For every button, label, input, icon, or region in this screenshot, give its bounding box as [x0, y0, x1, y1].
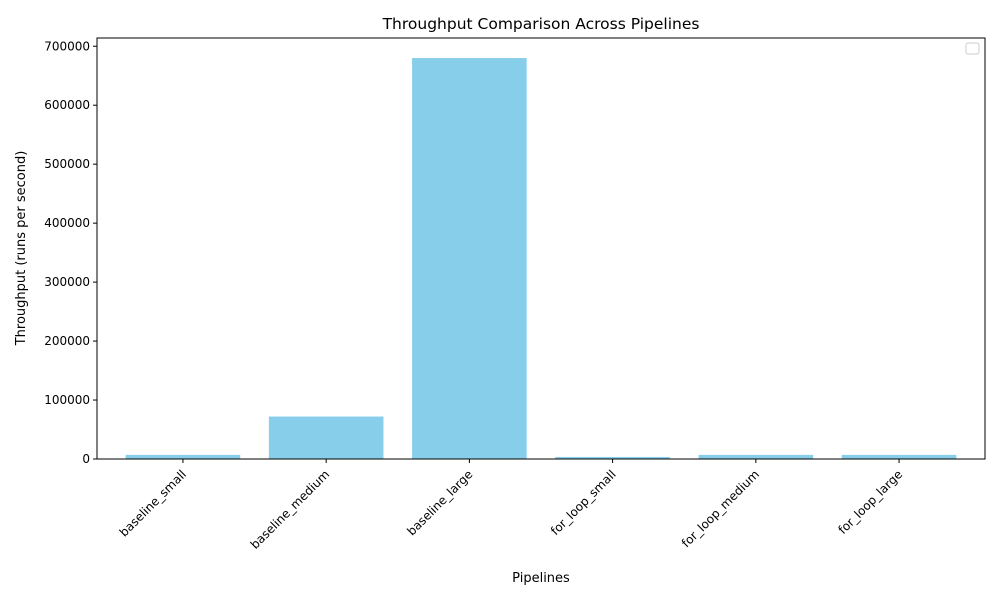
bar-for-loop-small — [555, 456, 670, 459]
bar-baseline-medium — [268, 416, 384, 459]
y-tick-label: 200000 — [44, 334, 90, 348]
bar-baseline-large — [412, 58, 527, 460]
y-tick-label: 0 — [82, 452, 90, 466]
legend-box — [965, 42, 980, 55]
x-tick-label: for_loop_medium — [679, 467, 762, 550]
bar-for-loop-medium — [698, 454, 814, 459]
y-tick-label: 600000 — [44, 98, 90, 112]
y-tick-label: 400000 — [44, 216, 90, 230]
x-tick-label: baseline_small — [117, 467, 189, 539]
x-tick-label: for_loop_small — [548, 467, 619, 538]
y-tick-label: 300000 — [44, 275, 90, 289]
plot-frame — [96, 37, 986, 460]
y-tick-label: 100000 — [44, 393, 90, 407]
x-axis: baseline_small baseline_medium baseline_la… — [117, 459, 905, 552]
bar-baseline-small — [125, 454, 241, 459]
x-tick-label: for_loop_large — [836, 467, 906, 537]
y-axis: 0 100000 200000 300000 400000 500000 600000 700… — [44, 39, 97, 466]
y-tick-label: 700000 — [44, 39, 90, 53]
x-tick-label: baseline_medium — [248, 467, 333, 552]
chart-title: Throughput Comparison Across Pipelines — [382, 15, 700, 33]
x-axis-label: Pipelines — [512, 571, 570, 586]
y-axis-label: Throughput (runs per second) — [14, 151, 29, 347]
x-tick-label: baseline_large — [404, 467, 475, 538]
bar-for-loop-large — [841, 454, 957, 459]
y-tick-label: 500000 — [44, 157, 90, 171]
bars-group — [125, 58, 957, 460]
